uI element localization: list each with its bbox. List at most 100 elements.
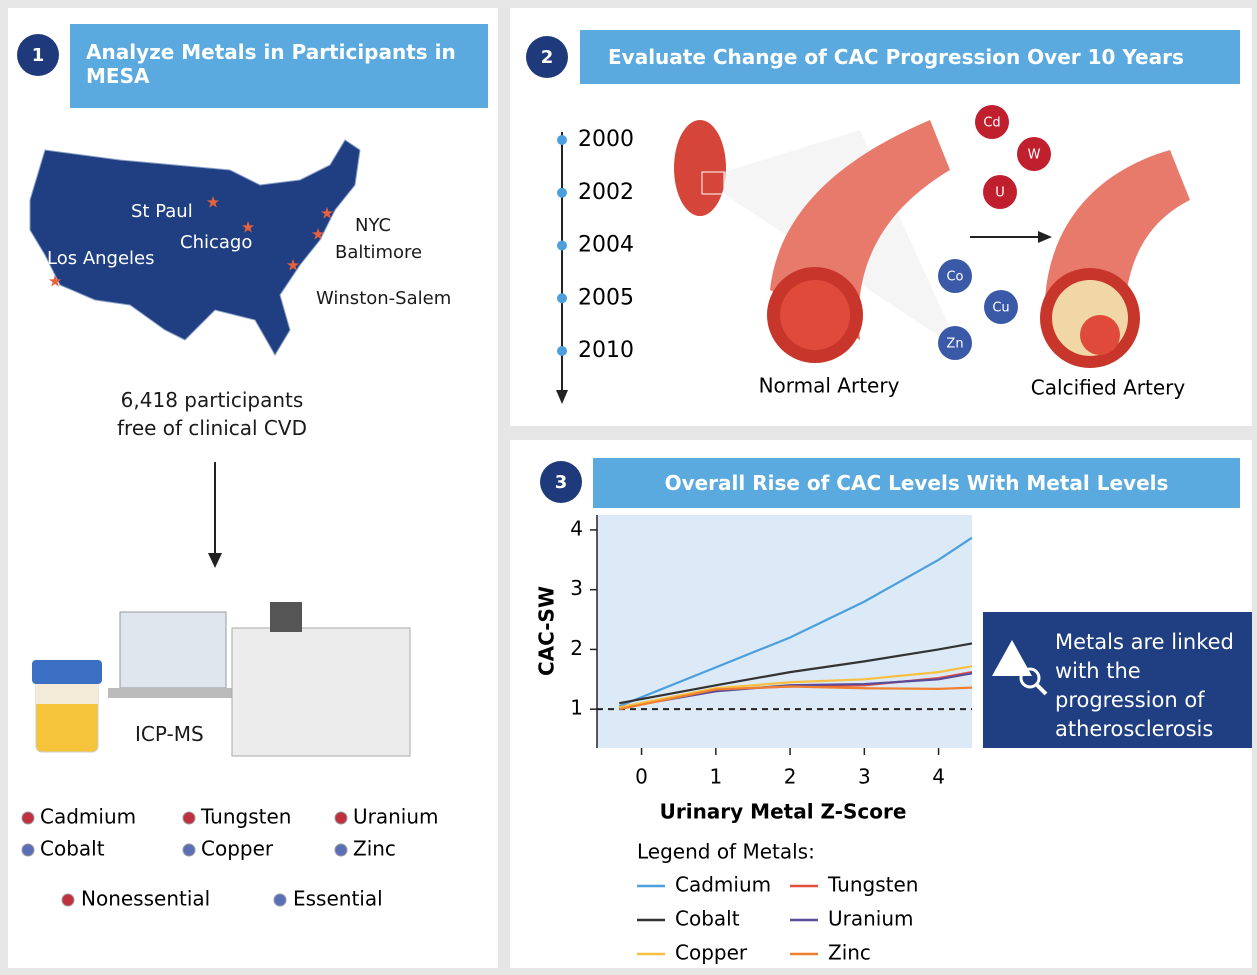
legend-label: Copper	[675, 941, 748, 965]
bubble	[938, 326, 972, 360]
magnifier-icon	[1019, 667, 1041, 689]
badge	[540, 461, 582, 503]
series-line	[618, 536, 973, 708]
city-labels: St Paul Chicago NYC Los Angeles Baltimor…	[47, 201, 451, 309]
group-name: Essential	[293, 887, 383, 911]
symbol: U	[995, 186, 1005, 201]
star: ★	[286, 256, 300, 275]
city: St Paul	[131, 201, 193, 222]
metal-dot	[273, 893, 287, 907]
year: 2002	[578, 180, 634, 205]
star: ★	[320, 204, 334, 223]
legend-label: Cobalt	[675, 907, 740, 931]
metal-dot	[334, 843, 348, 857]
badge-number: 2	[541, 47, 554, 68]
blood-cell	[1080, 315, 1120, 355]
laptop	[108, 688, 238, 698]
artery-label: Calcified Artery	[1031, 376, 1186, 400]
bubble	[1017, 137, 1051, 171]
bubble	[975, 105, 1009, 139]
badge-number: 1	[32, 45, 45, 66]
series-line	[619, 642, 973, 705]
metal-name: Zinc	[353, 837, 396, 861]
timeline-dot	[557, 187, 567, 198]
metal-dot	[61, 893, 75, 907]
instrument	[231, 627, 411, 757]
instrument	[270, 602, 302, 632]
arrowhead	[1038, 231, 1052, 243]
legend-label: Zinc	[828, 941, 871, 965]
badge	[17, 34, 59, 76]
y-tick-label: 4	[570, 516, 583, 540]
callout-box	[983, 612, 1252, 748]
header-bar	[70, 24, 488, 108]
header-bar	[593, 458, 1240, 508]
year: 2010	[578, 338, 634, 363]
timeline-dot	[557, 135, 567, 145]
plot-area	[597, 515, 972, 748]
metal-dot	[182, 843, 196, 857]
bubble	[983, 175, 1017, 209]
city: NYC	[355, 215, 391, 236]
panel-title: Analyze Metals in Participants in MESA	[86, 40, 456, 88]
header-bar	[580, 30, 1240, 84]
city: Baltimore	[335, 242, 422, 263]
star: ★	[311, 225, 325, 244]
legend-title: Legend of Metals:	[637, 840, 815, 864]
star: ★	[206, 193, 220, 212]
x-tick-label: 0	[635, 765, 648, 789]
metal-name: Copper	[201, 837, 274, 861]
metal-name: Tungsten	[200, 805, 291, 829]
star: ★	[48, 272, 62, 291]
us-map	[29, 139, 361, 356]
cup-lid	[32, 660, 102, 684]
y-tick-label: 1	[570, 696, 583, 720]
bubble	[938, 259, 972, 293]
metal-bubbles: Cd W U Co Cu Zn	[938, 105, 1051, 360]
heart	[674, 120, 726, 216]
magnifier-icon	[1034, 682, 1048, 696]
timeline-dot	[557, 346, 567, 356]
timeline-dot	[557, 293, 567, 304]
symbol: Cd	[983, 116, 1000, 131]
y-tick-label: 3	[570, 576, 583, 600]
symbol: Co	[946, 270, 963, 285]
metal-name: Uranium	[353, 805, 439, 829]
x-tick-label: 2	[784, 765, 797, 789]
year: 2004	[578, 233, 634, 258]
series-line	[619, 685, 973, 711]
series-line	[619, 672, 973, 710]
x-axis-label: Urinary Metal Z-Score	[660, 800, 907, 824]
year: 2005	[578, 285, 634, 310]
timeline-dot	[557, 240, 567, 251]
metal-name: Cadmium	[40, 805, 136, 829]
laptop	[119, 611, 227, 689]
metal-dot	[334, 811, 348, 825]
callout-text: Metals are linked with the progression o…	[1055, 630, 1234, 741]
metal-name: Cobalt	[40, 837, 105, 861]
city: Winston-Salem	[316, 288, 451, 309]
arrowhead	[208, 553, 222, 568]
symbol: Zn	[946, 337, 963, 352]
symbol: Cu	[992, 301, 1009, 316]
panel-title: Overall Rise of CAC Levels With Metal Le…	[664, 471, 1169, 495]
arrowhead	[556, 390, 568, 404]
y-tick-label: 2	[570, 636, 583, 660]
metal-dot	[21, 811, 35, 825]
x-tick-label: 3	[858, 765, 871, 789]
instrument-label: ICP-MS	[135, 722, 204, 746]
participants: 6,418 participants free of clinical CVD	[117, 388, 307, 440]
x-tick-label: 4	[932, 765, 945, 789]
legend-label: Uranium	[828, 907, 914, 931]
x-tick-label: 1	[709, 765, 722, 789]
symbol: W	[1028, 148, 1041, 163]
bubble	[984, 290, 1018, 324]
year: 2000	[578, 127, 634, 152]
badge	[526, 36, 568, 78]
warning-icon	[992, 640, 1032, 676]
metal-dot	[21, 843, 35, 857]
star: ★	[241, 218, 255, 237]
artery-opening	[780, 280, 850, 350]
badge-number: 3	[555, 472, 568, 493]
